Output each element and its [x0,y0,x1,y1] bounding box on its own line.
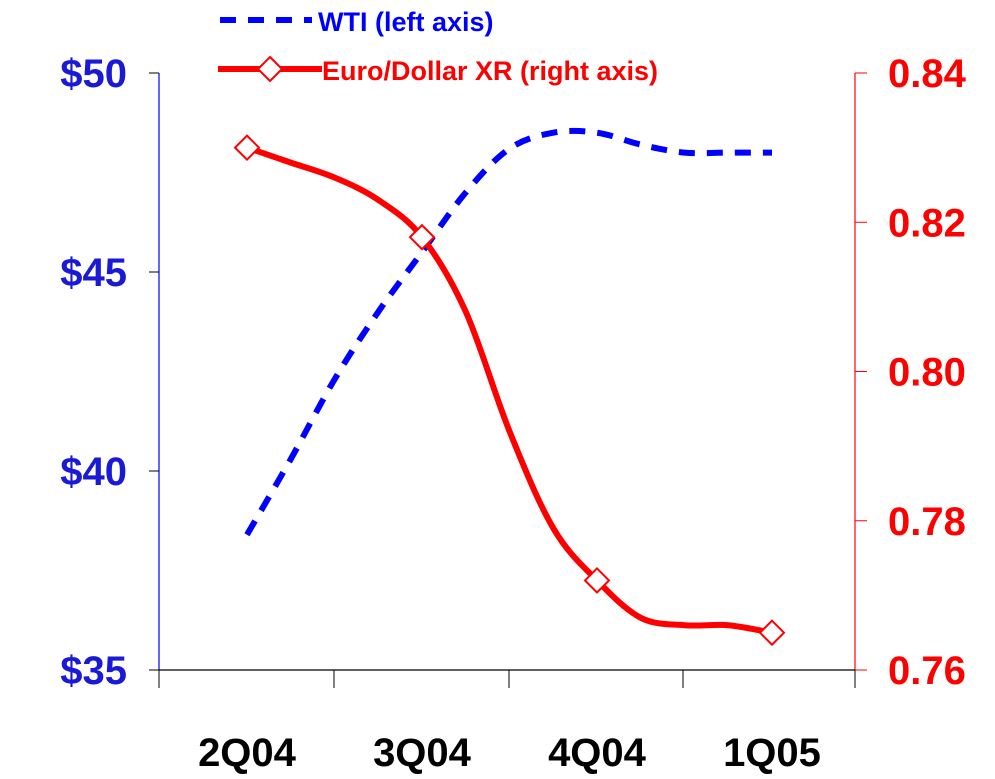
legend-xr-marker [256,55,284,83]
tick-labels: $35 $40 $45 $50 0.76 0.78 0.80 0.82 0.84 2Q04 3Q04… [60,52,966,775]
euro-dollar-point-marker [583,567,611,594]
series-layer [244,127,773,636]
right-tick-label: 0.84 [888,52,967,96]
left-tick-label: $45 [60,251,127,295]
euro-dollar-point-marker [233,134,261,162]
right-tick-label: 0.78 [888,500,966,544]
right-tick-label: 0.82 [888,201,966,245]
left-tick-label: $35 [60,649,127,693]
x-tick-label: 3Q04 [373,731,472,775]
left-tick-label: $40 [60,450,127,494]
left-tick-label: $50 [60,52,127,96]
wti-series-line [244,127,772,537]
axes [149,72,867,688]
legend-xr-label: Euro/Dollar XR (right axis) [322,56,658,86]
euro-dollar-point-marker [758,619,786,647]
x-tick-label: 4Q04 [548,731,647,775]
x-tick-label: 2Q04 [198,731,297,775]
legend: WTI (left axis) Euro/Dollar XR (right ax… [218,7,658,86]
euro-dollar-series-line [246,144,773,636]
euro-dollar-point-marker [408,223,436,251]
x-tick-label: 1Q05 [723,731,821,775]
markers-layer [233,134,786,647]
legend-wti-label: WTI (left axis) [318,7,494,37]
right-tick-label: 0.80 [888,351,966,395]
right-tick-label: 0.76 [888,649,966,693]
